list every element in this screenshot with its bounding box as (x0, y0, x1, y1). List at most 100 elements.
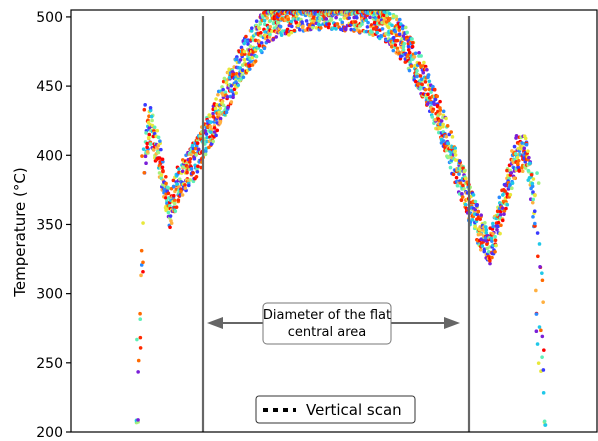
data-point (457, 159, 462, 163)
data-point (406, 44, 411, 49)
data-point (526, 149, 530, 153)
data-point (541, 391, 546, 395)
data-point (534, 329, 539, 334)
data-point (340, 20, 345, 25)
data-point (461, 183, 465, 188)
data-point (426, 73, 431, 77)
data-point (502, 212, 506, 216)
data-point (406, 47, 411, 52)
y-tick-label: 250 (36, 356, 63, 372)
data-point (489, 236, 494, 241)
data-point (190, 143, 195, 148)
data-point (510, 149, 514, 153)
data-point (504, 206, 508, 211)
data-point (533, 193, 537, 198)
data-point (460, 192, 464, 196)
data-point (379, 33, 383, 38)
data-point (523, 166, 528, 170)
legend-label: Vertical scan (306, 401, 402, 419)
data-point (421, 70, 426, 75)
data-point (401, 34, 406, 38)
data-point (403, 25, 408, 30)
data-point (415, 74, 419, 79)
data-point (157, 156, 162, 160)
data-point (215, 128, 220, 133)
data-point (488, 261, 492, 266)
data-point (386, 25, 391, 30)
data-point (176, 198, 181, 202)
data-point (268, 32, 272, 37)
data-point (488, 258, 492, 263)
data-point (365, 25, 370, 29)
data-point (319, 26, 323, 30)
data-point (420, 82, 424, 87)
data-point (458, 181, 463, 185)
data-point (164, 196, 168, 200)
data-point (146, 135, 151, 140)
data-point (445, 124, 450, 128)
data-point (417, 61, 422, 66)
data-point (136, 370, 140, 374)
data-point (296, 23, 300, 28)
annotation-text-line-1: Diameter of the flat (263, 308, 391, 323)
data-point (207, 113, 212, 118)
data-point (413, 79, 418, 84)
data-point (409, 64, 414, 68)
data-point (377, 15, 381, 19)
data-point (270, 29, 274, 33)
data-point (508, 192, 513, 197)
data-point (204, 132, 209, 136)
data-point (433, 97, 438, 102)
data-point (426, 92, 430, 97)
data-point (427, 96, 432, 100)
data-point (196, 147, 201, 152)
data-point (285, 29, 289, 34)
data-point (509, 171, 514, 175)
data-point (212, 126, 217, 130)
data-point (218, 119, 223, 124)
data-point (152, 125, 157, 130)
data-point (138, 346, 143, 350)
data-point (271, 37, 275, 42)
data-point (196, 164, 200, 169)
data-point (203, 149, 208, 154)
data-point (188, 178, 193, 182)
data-point (259, 30, 263, 35)
data-point (194, 153, 199, 157)
data-point (394, 14, 399, 19)
data-point (408, 60, 412, 64)
data-point (139, 263, 144, 267)
data-point (438, 111, 442, 116)
data-point (483, 221, 487, 225)
data-point (393, 43, 398, 47)
data-point (148, 142, 153, 146)
data-point (172, 201, 177, 206)
data-point (231, 72, 236, 77)
data-point (141, 147, 146, 151)
data-point (234, 91, 238, 95)
data-point (209, 120, 213, 124)
data-point (530, 181, 535, 186)
data-point (535, 342, 540, 346)
data-point (179, 189, 183, 194)
data-point (303, 28, 308, 33)
data-point (413, 51, 418, 56)
data-point (435, 94, 440, 99)
data-point (218, 106, 223, 111)
data-point (418, 74, 423, 78)
data-point (186, 183, 191, 188)
data-point (262, 22, 267, 27)
data-point (512, 176, 516, 180)
data-point (250, 53, 254, 57)
data-point (221, 87, 225, 92)
data-point (473, 224, 477, 229)
data-point (267, 39, 271, 44)
data-point (390, 23, 394, 28)
data-point (371, 27, 376, 31)
data-point (478, 247, 483, 252)
data-point (250, 26, 254, 30)
data-point (185, 170, 189, 175)
data-point (462, 187, 466, 191)
data-point (280, 29, 285, 33)
data-point (485, 242, 489, 246)
